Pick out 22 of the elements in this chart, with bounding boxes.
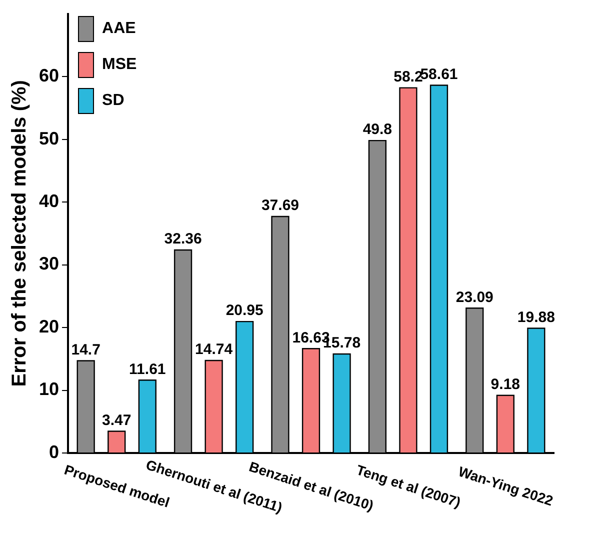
y-tick-label: 50: [38, 128, 60, 148]
legend-label: SD: [102, 92, 124, 110]
y-tick-label: 40: [38, 190, 60, 211]
y-axis-title: Error of the selected models (%): [8, 80, 31, 387]
legend-label: MSE: [102, 56, 137, 74]
data-label: 3.47: [102, 412, 132, 429]
data-label: 9.18: [490, 376, 520, 394]
data-label: 14.74: [195, 341, 234, 358]
data-label: 20.95: [226, 302, 264, 320]
data-label: 11.61: [129, 360, 166, 378]
y-tick-label: 0: [49, 442, 60, 462]
data-label: 32.36: [164, 230, 202, 248]
y-tick-label: 30: [38, 254, 60, 274]
legend-label: AAE: [102, 20, 136, 38]
data-label: 49.8: [362, 121, 392, 138]
data-label: 37.69: [261, 197, 300, 214]
y-tick-label: 20: [38, 316, 60, 336]
y-tick-label: 10: [38, 379, 60, 400]
data-label: 19.88: [517, 308, 555, 326]
y-tick-label: 60: [38, 66, 60, 86]
data-label: 23.09: [456, 288, 494, 306]
data-label: 14.7: [71, 341, 100, 358]
